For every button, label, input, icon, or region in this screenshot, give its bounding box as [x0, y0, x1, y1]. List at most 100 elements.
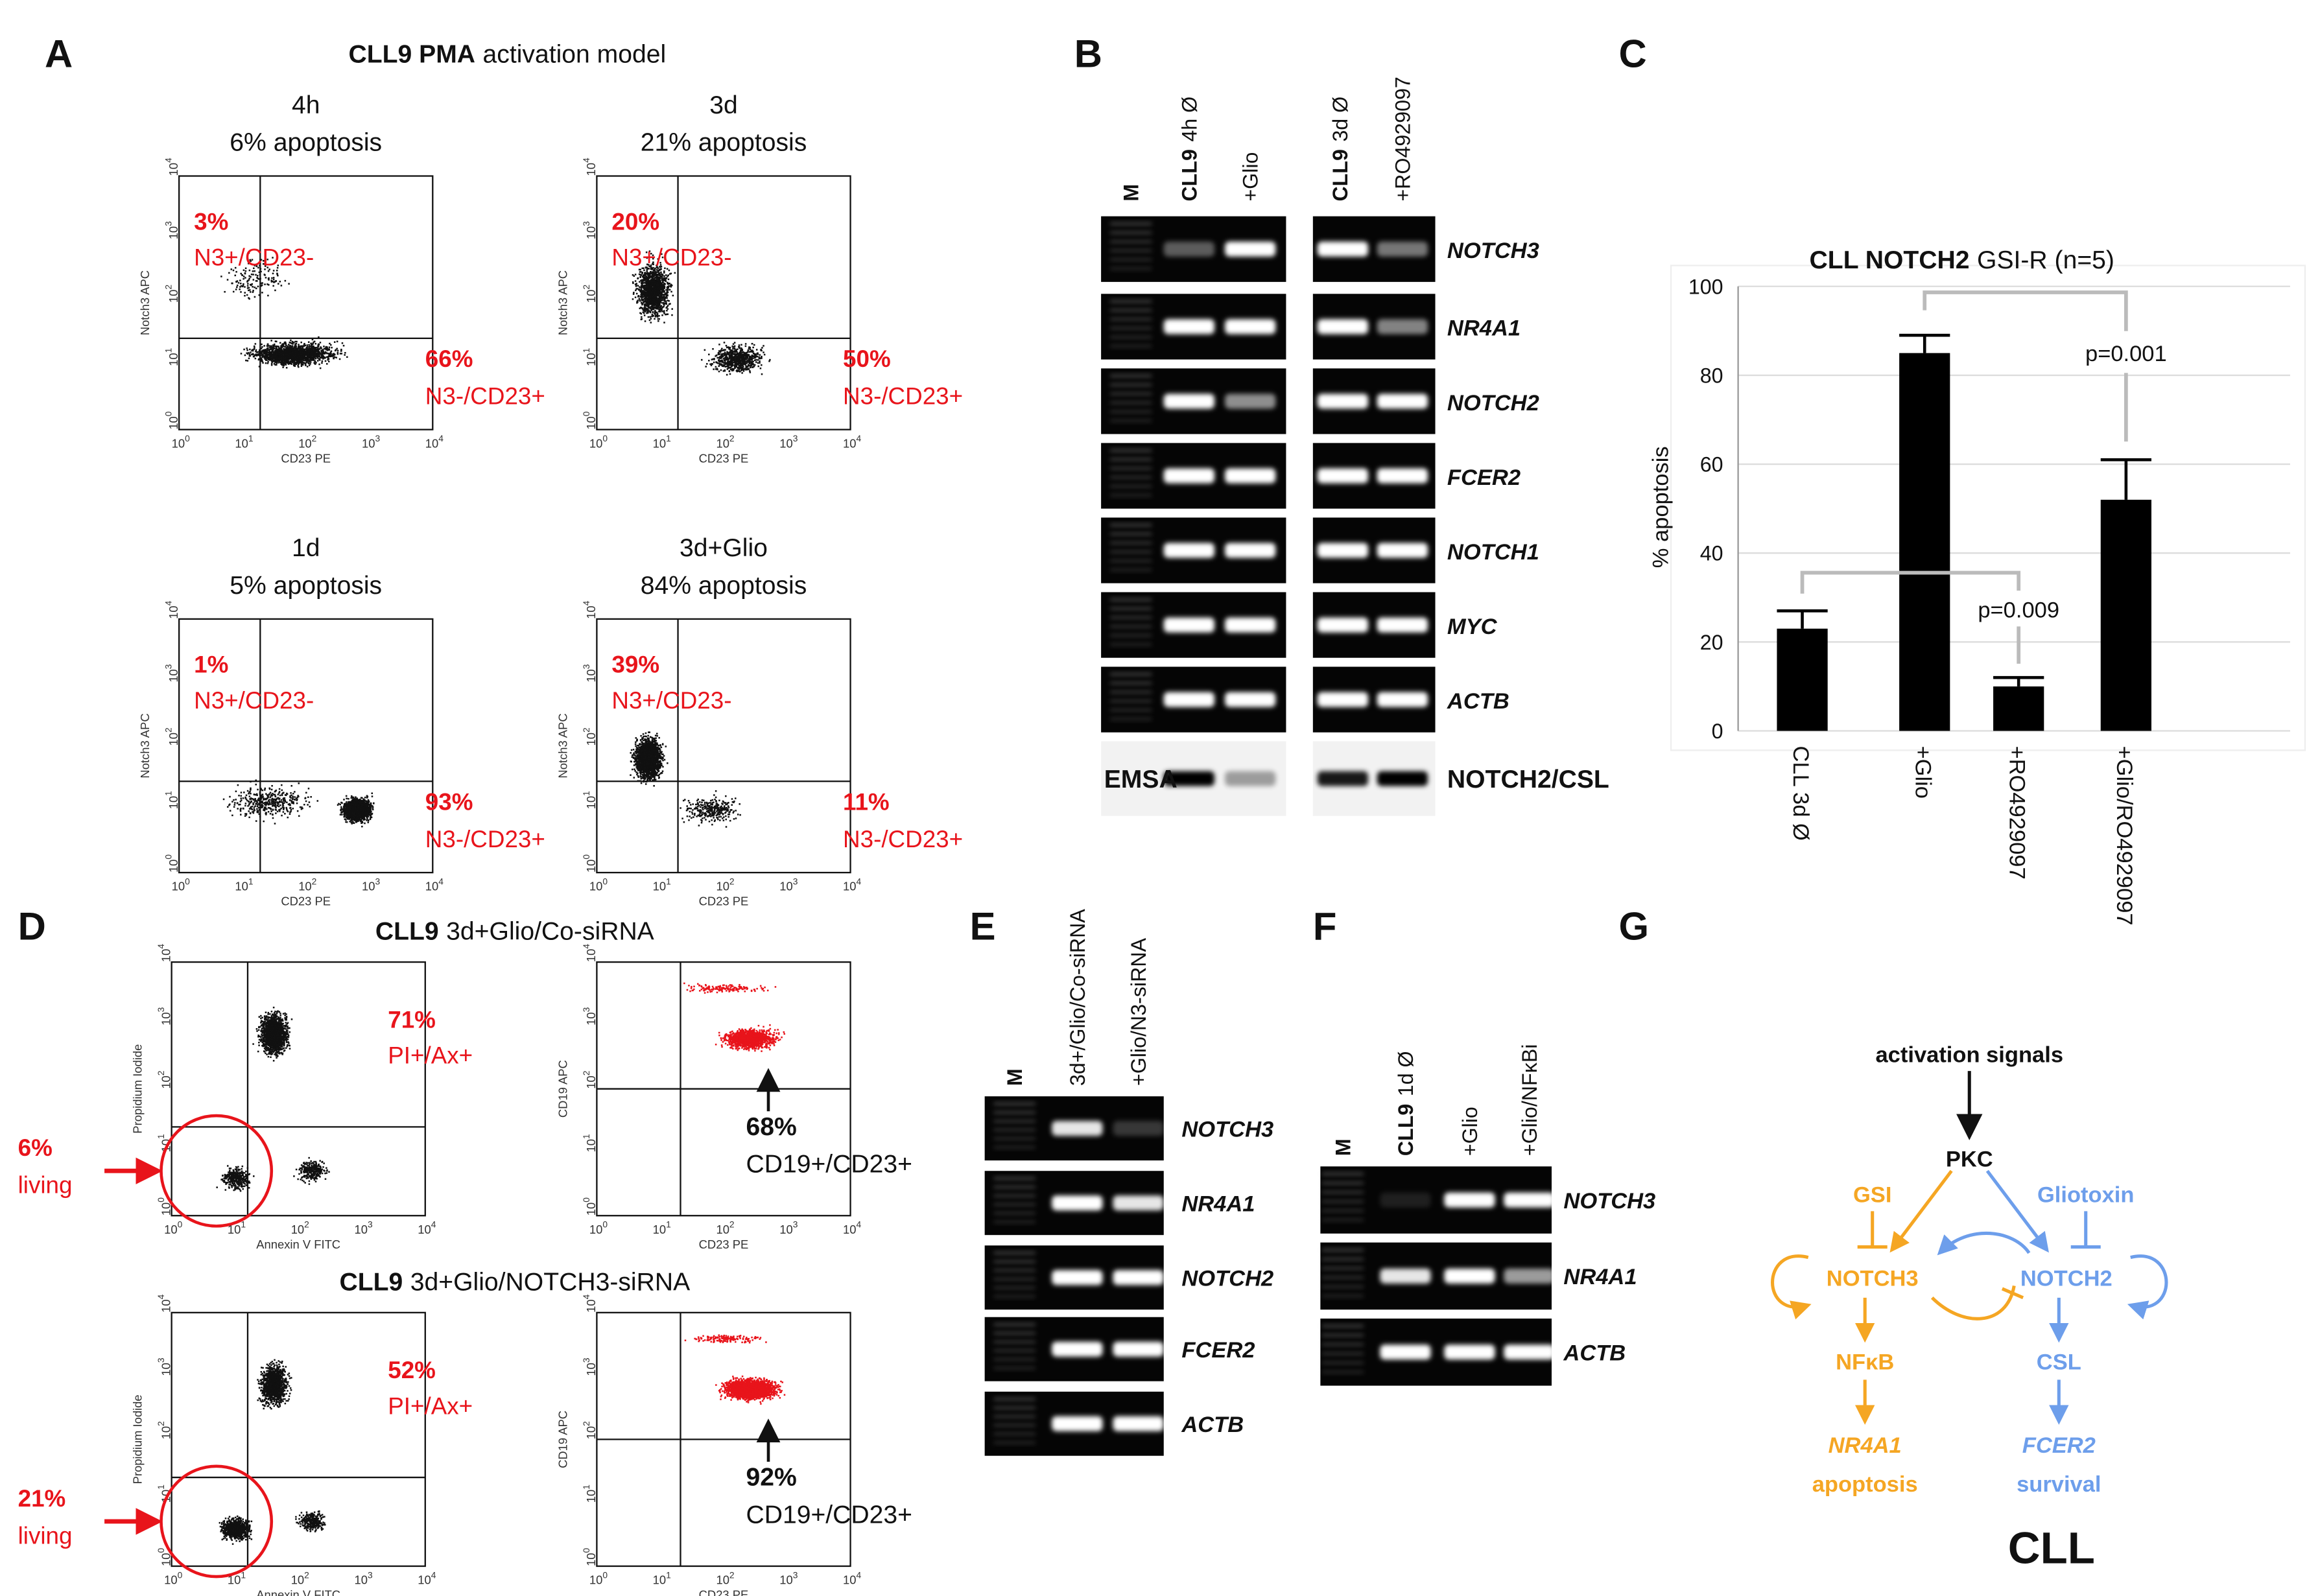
event-dot [743, 363, 745, 366]
event-dot [655, 271, 657, 273]
event-dot [280, 360, 282, 362]
event-dot [650, 322, 652, 323]
event-dot [322, 349, 324, 351]
event-dot [311, 345, 313, 347]
event-dot [291, 361, 294, 364]
event-dot [346, 797, 348, 800]
event-dot [639, 271, 641, 273]
event-dot [261, 282, 263, 284]
event-dot [722, 355, 724, 358]
event-dot [646, 298, 649, 299]
event-dot [266, 350, 268, 353]
event-dot [303, 351, 306, 353]
event-dot [732, 369, 735, 371]
event-dot [753, 344, 755, 346]
event-dot [655, 298, 657, 300]
event-dot [632, 281, 634, 283]
event-dot [331, 354, 333, 357]
event-dot [327, 348, 329, 350]
event-dot [643, 312, 645, 314]
event-dot [300, 355, 302, 357]
event-dot [305, 358, 307, 361]
event-dot [276, 349, 278, 352]
event-dot [645, 266, 647, 269]
event-dot [279, 281, 281, 283]
event-dot [658, 285, 660, 288]
event-dot [720, 349, 722, 351]
event-dot [285, 364, 287, 366]
event-dot [639, 290, 642, 293]
event-dot [265, 277, 267, 279]
event-dot [650, 308, 653, 310]
gate-label-part: N3+/CD23- [194, 244, 314, 271]
event-dot [275, 361, 277, 364]
event-dot [649, 298, 652, 300]
tick-exp: 1 [582, 348, 591, 353]
event-dot [645, 301, 647, 303]
event-dot [309, 345, 311, 347]
event-dot [279, 358, 281, 360]
event-dot [333, 353, 335, 355]
event-dot [744, 345, 747, 347]
event-dot [288, 358, 290, 360]
panel-letter-part: G [1619, 905, 1650, 948]
event-dot [666, 309, 668, 312]
event-dot [639, 312, 641, 314]
event-dot [284, 342, 286, 345]
event-dot [667, 313, 669, 315]
event-dot [271, 346, 273, 348]
event-dot [282, 353, 285, 355]
event-dot [311, 338, 314, 341]
event-dot [261, 359, 263, 361]
event-dot [302, 355, 304, 357]
event-dot [267, 294, 269, 297]
event-dot [716, 368, 718, 370]
event-dot [279, 348, 281, 351]
event-dot [669, 288, 671, 291]
event-dot [313, 341, 314, 344]
y-tick-label: 102 [164, 285, 180, 303]
event-dot [740, 362, 742, 364]
event-dot [736, 348, 739, 351]
event-dot [665, 292, 667, 294]
event-dot [250, 273, 253, 276]
event-dot [661, 301, 663, 304]
event-dot [284, 362, 287, 364]
event-dot [754, 355, 757, 358]
event-dot [672, 294, 674, 297]
event-dot [761, 373, 763, 375]
event-dot [292, 364, 295, 367]
event-dot [646, 263, 648, 266]
event-dot [286, 362, 289, 364]
event-dot [280, 346, 282, 348]
event-dot [646, 300, 648, 303]
event-dot [298, 363, 300, 366]
event-dot [294, 340, 296, 343]
event-dot [273, 363, 276, 365]
event-dot [718, 364, 721, 366]
event-dot [313, 357, 315, 358]
event-dot [339, 353, 342, 355]
event-dot [311, 358, 313, 361]
y-axis-label: Notch3 APC [556, 270, 569, 335]
event-dot [295, 354, 297, 357]
event-dot [274, 289, 276, 292]
event-dot [659, 281, 661, 283]
event-dot [727, 367, 729, 370]
event-dot [283, 350, 285, 352]
event-dot [656, 269, 658, 271]
event-dot [746, 358, 748, 360]
event-dot [648, 282, 650, 284]
event-dot [722, 360, 724, 362]
event-dot [287, 347, 289, 350]
tick-exp: 2 [164, 285, 174, 290]
event-dot [651, 299, 653, 302]
event-dot [665, 313, 667, 316]
event-dot [323, 347, 326, 350]
event-dot [645, 296, 647, 298]
event-dot [279, 361, 281, 364]
event-dot [646, 292, 648, 294]
event-dot [648, 285, 650, 287]
event-dot [234, 266, 237, 269]
event-dot [652, 307, 654, 309]
